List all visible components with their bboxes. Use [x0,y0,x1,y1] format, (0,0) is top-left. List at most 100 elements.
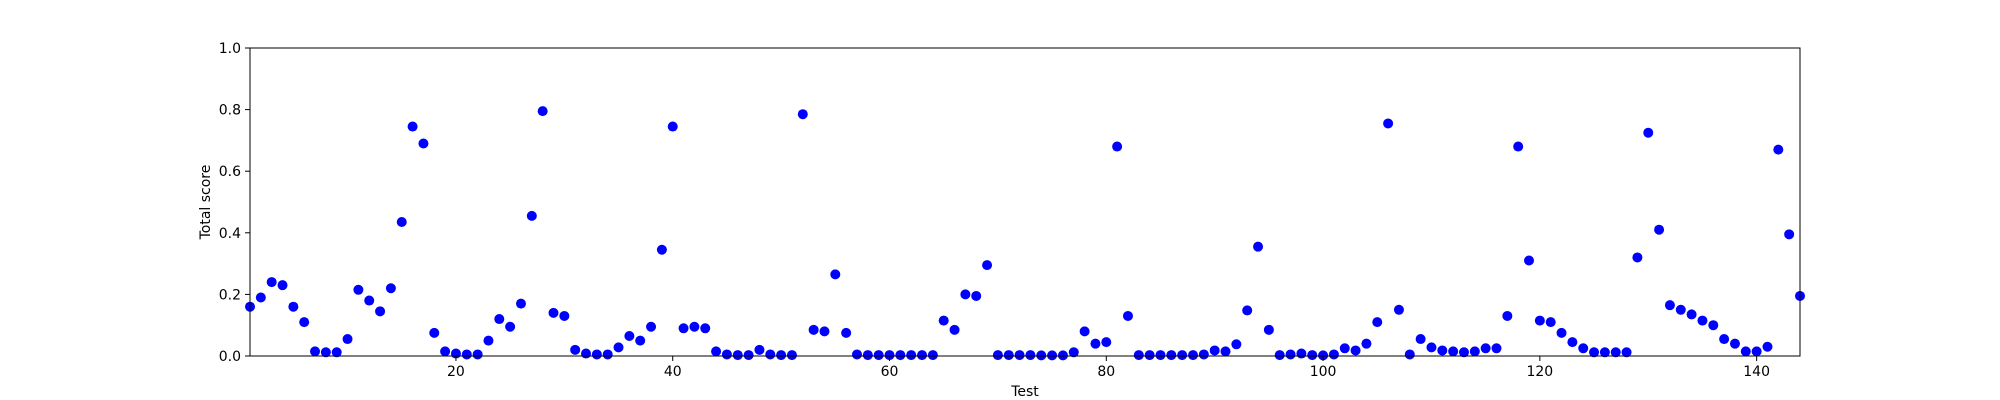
data-point [515,298,526,309]
plot-frame [249,47,1801,357]
data-point [808,324,819,335]
data-point [1589,347,1600,358]
data-point [581,348,592,359]
data-point [1513,141,1524,152]
data-point [299,317,310,328]
data-point [277,280,288,291]
data-point [570,344,581,355]
data-point [743,350,754,361]
data-point [635,335,646,346]
data-point [1296,348,1307,359]
data-point [1675,304,1686,315]
data-point [1762,341,1773,352]
data-point [396,217,407,228]
data-point [917,350,928,361]
data-point [385,283,396,294]
data-point [526,210,537,221]
data-point [1415,334,1426,345]
data-point [1480,343,1491,354]
data-point [1524,255,1535,266]
data-point [700,323,711,334]
data-point [754,344,765,355]
data-point [721,349,732,360]
data-points [245,106,1805,361]
data-point [1784,229,1795,240]
y-tick-label: 0.2 [219,287,241,303]
data-point [288,301,299,312]
data-point [364,295,375,306]
data-point [895,350,906,361]
data-point [1036,350,1047,361]
x-tick-label: 40 [664,364,682,380]
data-point [559,310,570,321]
y-tick-label: 0.8 [219,103,241,119]
data-point [862,350,873,361]
data-point [1112,141,1123,152]
data-point [494,314,505,325]
data-point [1491,343,1502,354]
data-point [1719,334,1730,345]
data-point [483,335,494,346]
x-tick-label: 100 [1310,364,1337,380]
data-point [1155,350,1166,361]
y-axis-ticks: 0.0 0.2 0.4 0.6 0.8 1.0 [219,41,250,365]
data-point [429,327,440,338]
data-point [1057,350,1068,361]
data-point [949,324,960,335]
data-point [1101,337,1112,348]
data-point [407,121,418,132]
data-point [971,290,982,301]
data-point [591,349,602,360]
data-point [1773,144,1784,155]
data-point [320,347,331,358]
data-point [656,244,667,255]
data-point [1307,350,1318,361]
data-point [1133,350,1144,361]
data-point [765,349,776,360]
data-point [342,334,353,345]
data-point [884,350,895,361]
data-point [1643,127,1654,138]
y-tick-label: 0.6 [219,164,241,180]
data-point [851,349,862,360]
x-axis-ticks: 20 40 60 80 100 120 140 [447,356,1770,380]
data-point [1632,252,1643,263]
data-point [1253,241,1264,252]
data-point [1545,317,1556,328]
data-point [331,347,342,358]
data-point [1025,350,1036,361]
data-point [1122,310,1133,321]
data-point [1458,347,1469,358]
data-point [992,350,1003,361]
data-point [613,342,624,353]
data-point [1372,317,1383,328]
data-point [1426,342,1437,353]
data-point [1404,349,1415,360]
data-point [1274,350,1285,361]
data-point [1263,324,1274,335]
data-point [786,350,797,361]
data-point [418,138,429,149]
data-point [927,350,938,361]
data-point [1567,337,1578,348]
data-point [678,323,689,334]
data-point [982,260,993,271]
data-point [797,109,808,120]
data-point [1502,310,1513,321]
data-point [537,106,548,117]
data-point [1079,326,1090,337]
data-point [667,121,678,132]
data-point [906,350,917,361]
data-point [1068,347,1079,358]
data-point [1469,346,1480,357]
data-point [1166,350,1177,361]
data-point [353,284,364,295]
data-point [1393,304,1404,315]
data-point [375,306,386,317]
data-point [1697,315,1708,326]
data-point [1654,224,1665,235]
data-point [938,315,949,326]
data-point [548,307,559,318]
data-point [873,350,884,361]
